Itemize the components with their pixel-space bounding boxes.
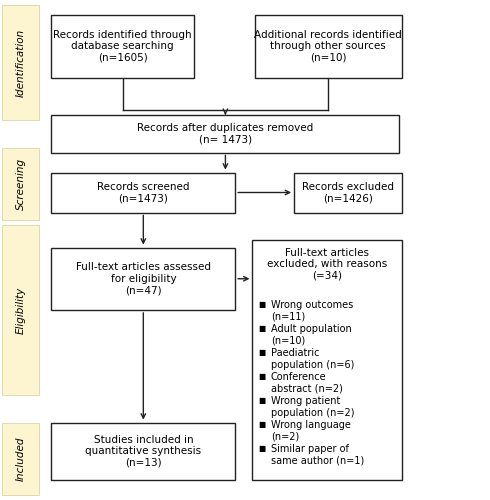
Text: ■: ■ (258, 324, 266, 333)
Text: Similar paper of
same author (n=1): Similar paper of same author (n=1) (271, 444, 364, 466)
Text: Additional records identified
through other sources
(n=10): Additional records identified through ot… (254, 30, 402, 63)
Text: ■: ■ (258, 372, 266, 381)
Text: Studies included in
quantitative synthesis
(n=13): Studies included in quantitative synthes… (85, 434, 201, 468)
Text: Wrong outcomes
(n=11): Wrong outcomes (n=11) (271, 300, 353, 322)
Bar (2, 5, 39, 120)
Bar (2, 148, 39, 220)
Bar (51, 115, 399, 152)
Bar (255, 15, 402, 78)
Text: ■: ■ (258, 420, 266, 429)
Bar (51, 422, 235, 480)
Bar (252, 240, 402, 480)
Bar (2, 422, 39, 495)
Text: Eligibility: Eligibility (16, 286, 26, 334)
Text: ■: ■ (258, 300, 266, 309)
Text: ■: ■ (258, 444, 266, 453)
Text: Wrong language
(n=2): Wrong language (n=2) (271, 420, 351, 442)
Text: Screening: Screening (16, 158, 26, 210)
Text: Records after duplicates removed
(n= 1473): Records after duplicates removed (n= 147… (137, 123, 314, 144)
Text: Records screened
(n=1473): Records screened (n=1473) (97, 182, 190, 204)
Text: Included: Included (16, 436, 26, 481)
Bar (51, 15, 194, 78)
Text: Conference
abstract (n=2): Conference abstract (n=2) (271, 372, 343, 394)
Bar (51, 172, 235, 212)
Text: Records excluded
(n=1426): Records excluded (n=1426) (302, 182, 394, 204)
Bar (2, 225, 39, 395)
Text: Paediatric
population (n=6): Paediatric population (n=6) (271, 348, 354, 370)
Text: Full-text articles assessed
for eligibility
(n=47): Full-text articles assessed for eligibil… (76, 262, 211, 296)
Text: Full-text articles
excluded, with reasons
(=34): Full-text articles excluded, with reason… (267, 248, 387, 280)
Bar (294, 172, 402, 212)
Bar (51, 248, 235, 310)
Text: Wrong patient
population (n=2): Wrong patient population (n=2) (271, 396, 354, 417)
Text: Records identified through
database searching
(n=1605): Records identified through database sear… (53, 30, 192, 63)
Text: ■: ■ (258, 396, 266, 405)
Text: ■: ■ (258, 348, 266, 357)
Text: Adult population
(n=10): Adult population (n=10) (271, 324, 352, 345)
Text: Identification: Identification (16, 28, 26, 96)
